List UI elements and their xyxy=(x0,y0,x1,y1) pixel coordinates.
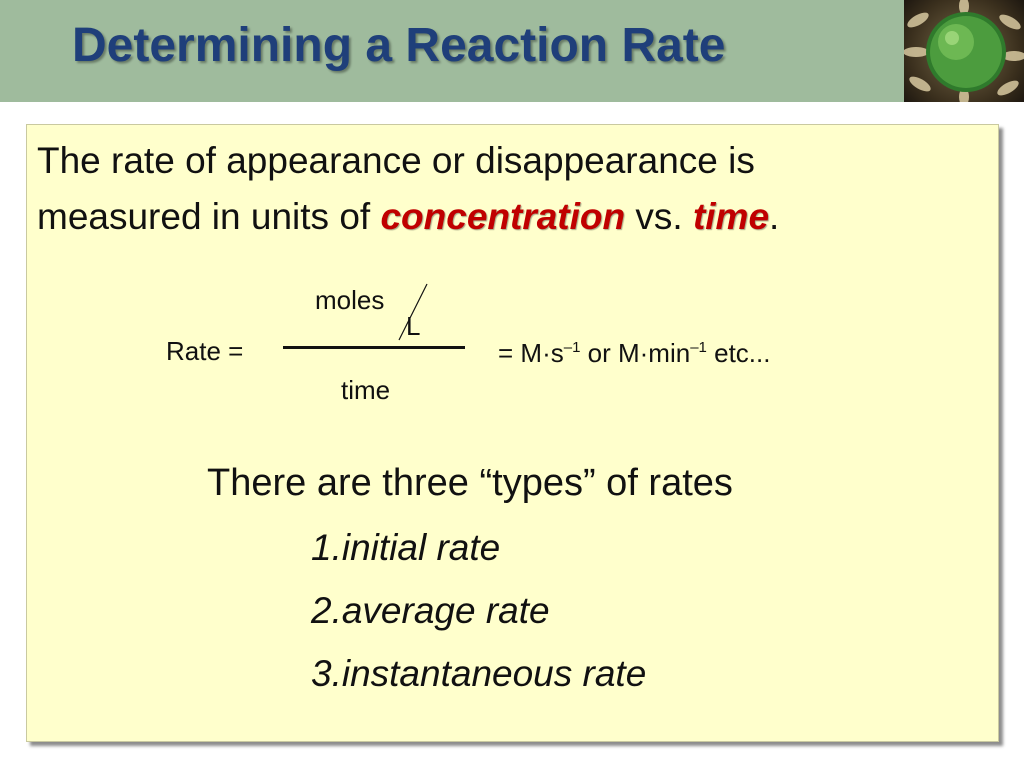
intro-paragraph: The rate of appearance or disappearance … xyxy=(37,133,967,245)
division-slash xyxy=(398,283,428,341)
types-heading-suffix: of rates xyxy=(595,462,733,504)
numerator-moles: moles xyxy=(315,285,385,315)
vs-text: vs. xyxy=(625,196,693,237)
units-mid: or M·min xyxy=(580,338,691,368)
rate-label: Rate = xyxy=(166,336,244,366)
units-exponent-1: –1 xyxy=(563,339,581,356)
rate-type-item: 2.average rate xyxy=(311,590,550,631)
denominator-time: time xyxy=(341,375,391,405)
intro-line-1: The rate of appearance or disappearance … xyxy=(37,140,755,181)
slide-title: Determining a Reaction Rate xyxy=(72,19,726,72)
units-prefix: = M·s xyxy=(498,338,564,368)
time-emphasis: time xyxy=(692,196,770,237)
rate-type-item: 3.instantaneous rate xyxy=(311,653,647,694)
title-bar: Determining a Reaction Rate xyxy=(0,0,1024,102)
concentration-emphasis: concentration xyxy=(380,196,626,237)
rate-type-item: 1.initial rate xyxy=(311,527,501,568)
units-exponent-2: –1 xyxy=(690,339,707,356)
types-word: types xyxy=(492,462,583,504)
rate-units: = M·s–1 or M·min–1 etc... xyxy=(498,338,770,369)
cell-icon xyxy=(904,0,1024,102)
units-suffix: etc... xyxy=(706,338,771,368)
fraction-bar xyxy=(283,346,465,349)
types-heading-prefix: There are three xyxy=(207,462,480,504)
decorative-cell-image xyxy=(904,0,1024,102)
open-quote: “ xyxy=(479,462,493,504)
rate-types-heading: There are three “types” of rates xyxy=(207,462,733,505)
intro-period: . xyxy=(769,196,780,237)
content-panel xyxy=(26,124,999,742)
intro-line-2-prefix: measured in units of xyxy=(37,196,381,237)
close-quote: ” xyxy=(582,462,596,504)
